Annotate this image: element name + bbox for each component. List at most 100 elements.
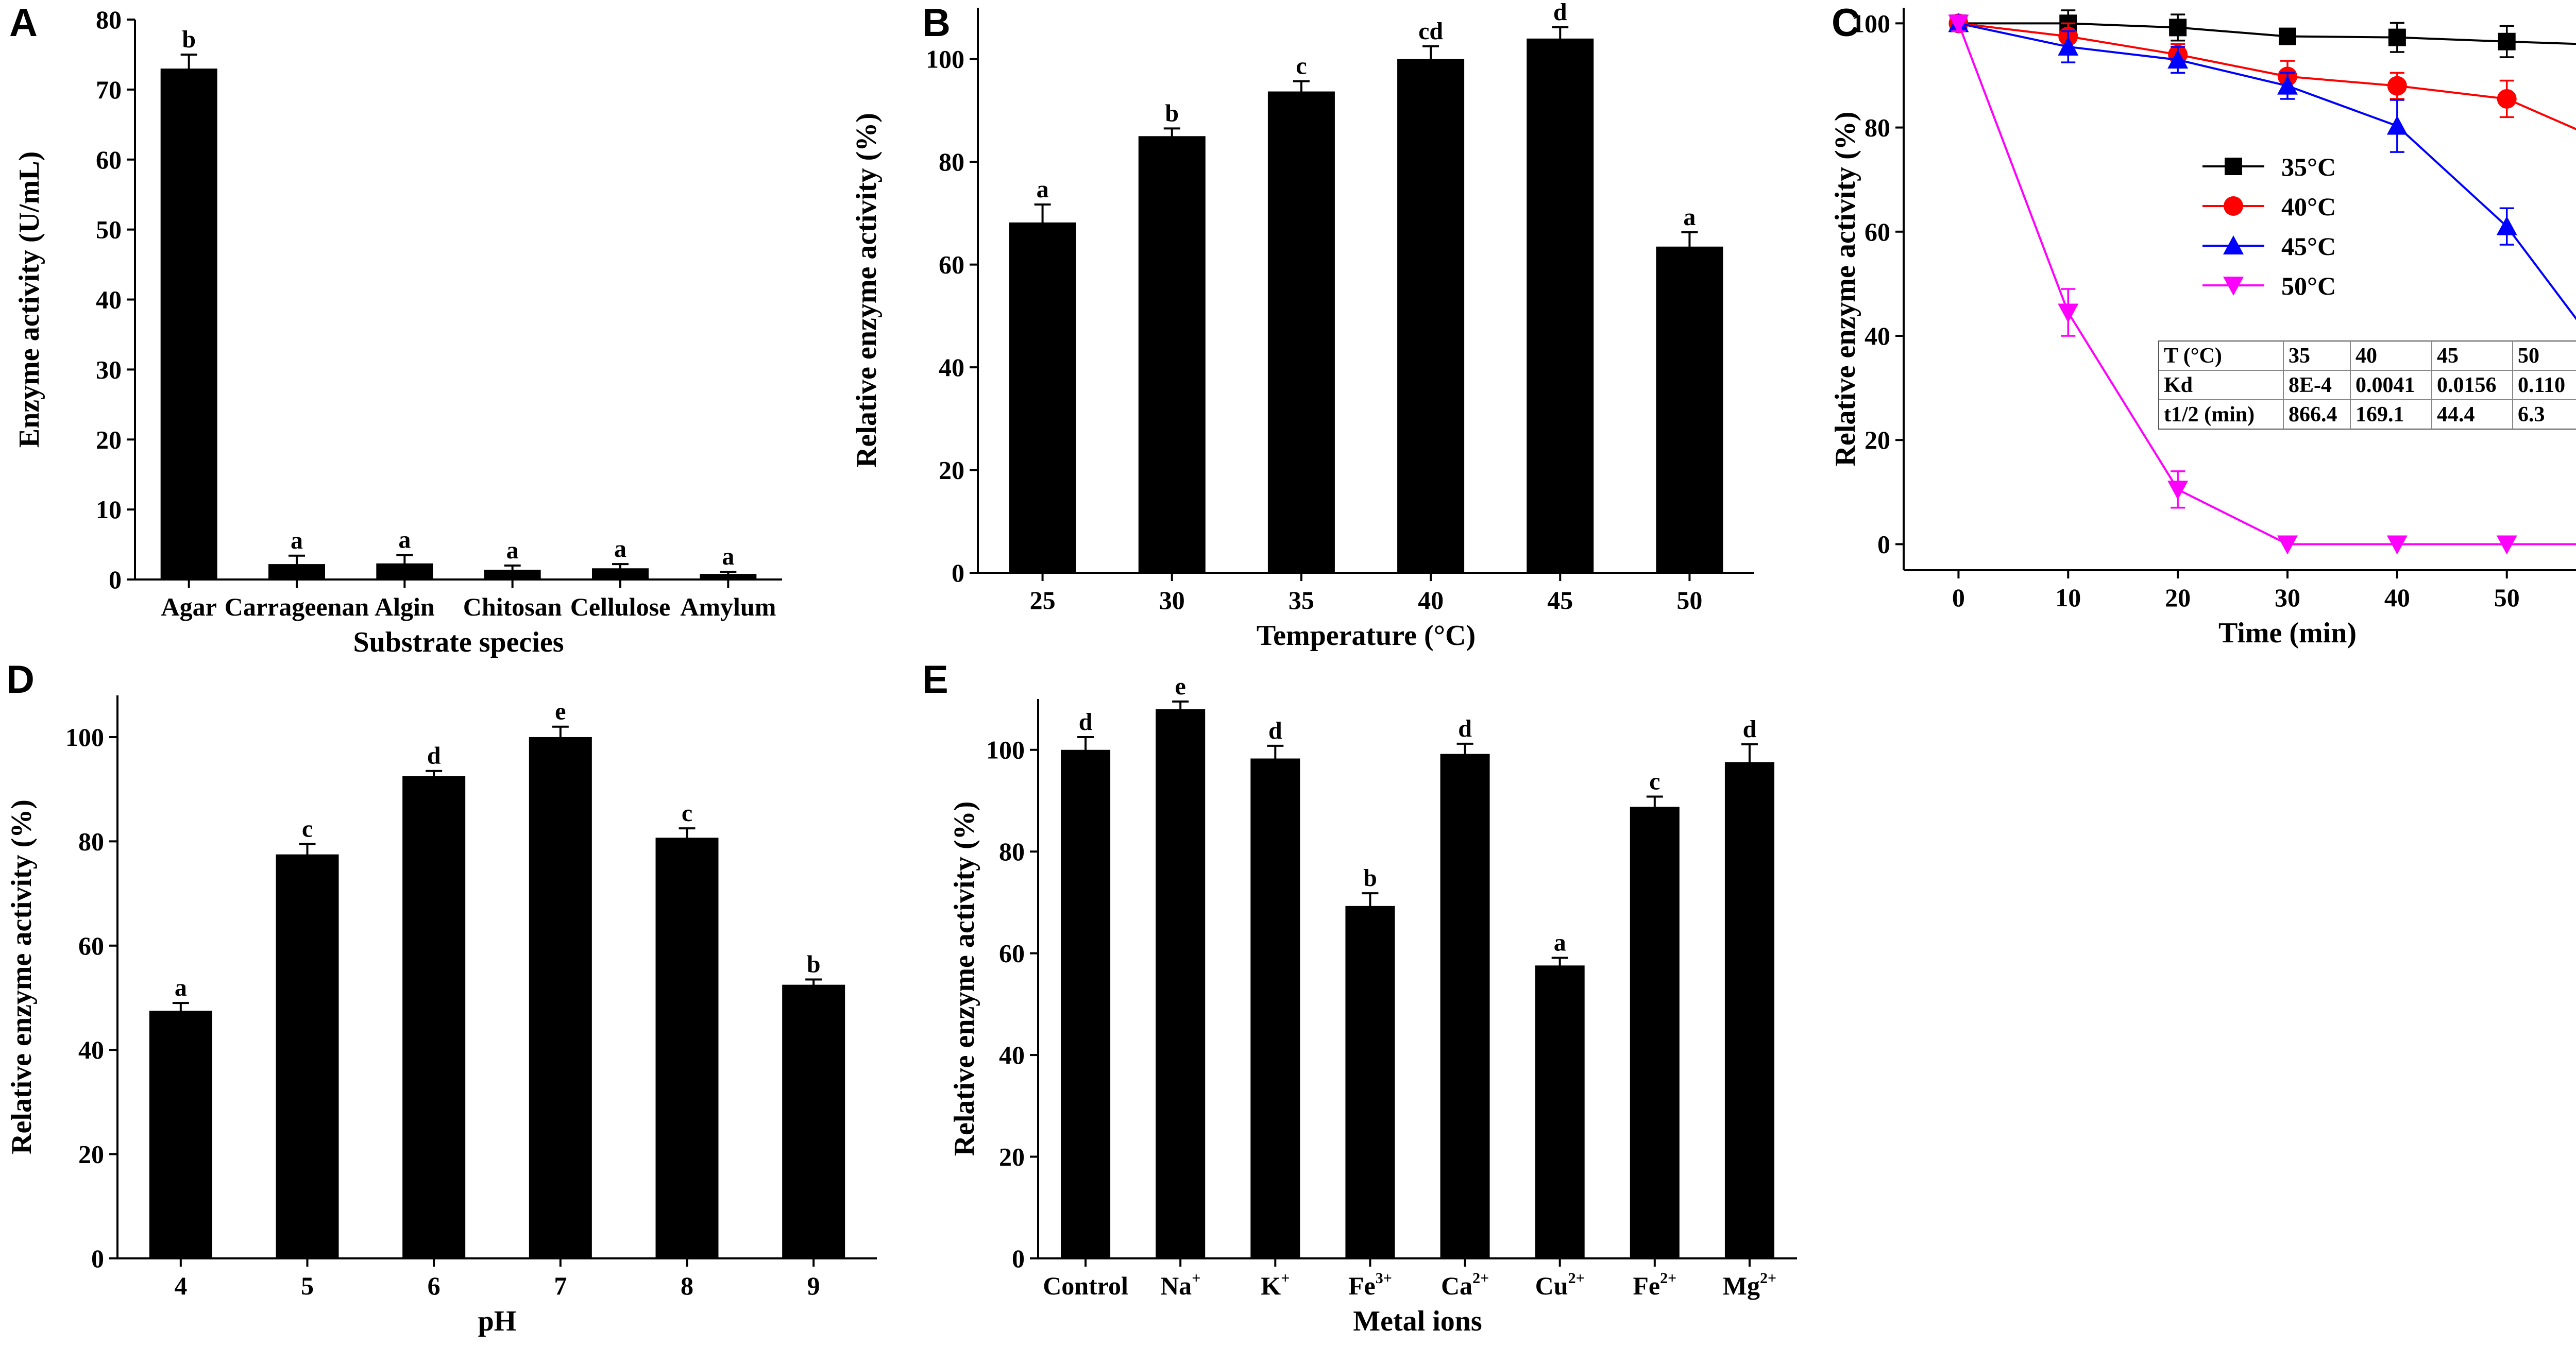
panel-D-y-tick-label: 20 (78, 1140, 104, 1169)
x-tick-label-text: Cu (1535, 1271, 1568, 1300)
bar (1345, 906, 1395, 1258)
marker-circle (2387, 76, 2407, 96)
x-tick-label-text: Ca (1441, 1271, 1472, 1300)
significance-letter: d (1553, 0, 1567, 26)
x-tick-label: Fe2+ (1633, 1270, 1676, 1300)
legend-label: 45°C (2281, 232, 2336, 261)
x-tick-label: 8 (681, 1271, 693, 1300)
series-line (1957, 23, 2576, 545)
marker-triangle-up (2386, 115, 2408, 135)
significance-letter: a (1037, 176, 1049, 203)
x-tick-label-text: Agar (161, 592, 217, 621)
x-axis-label: Time (min) (2218, 617, 2357, 649)
x-tick-label-text: K (1261, 1271, 1281, 1300)
panel-C-x-tick-label: 0 (1952, 583, 1965, 612)
x-tick-label: Chitosan (463, 592, 562, 621)
significance-letter: d (427, 742, 441, 770)
panel-C-x-tick-label: 40 (2384, 583, 2410, 612)
x-tick-label-text: 4 (174, 1271, 187, 1300)
x-axis-label: Metal ions (1353, 1305, 1482, 1337)
x-tick-label: 40 (1418, 586, 1444, 615)
panel-A-y-tick-label: 70 (96, 75, 122, 104)
bar (700, 574, 757, 579)
x-axis-label: pH (478, 1305, 517, 1337)
marker-triangle-down (2386, 535, 2408, 555)
panel-label: C (1832, 1, 1860, 45)
panel-label: D (6, 658, 35, 702)
significance-letter: d (1458, 715, 1472, 742)
table-border (2158, 340, 2576, 430)
x-tick-label-text: 40 (1418, 586, 1444, 615)
significance-letter: a (291, 527, 303, 554)
significance-letter: e (1175, 673, 1186, 700)
panel-label: E (922, 658, 948, 702)
significance-letter: b (1363, 864, 1377, 892)
x-tick-label: Mg2+ (1723, 1270, 1776, 1300)
panel-E: E020406080100dControleNa+dK+bFe3+dCa2+aC… (922, 658, 1797, 1337)
x-tick-label-text: 30 (1159, 586, 1185, 615)
panel-A-y-tick-label: 60 (96, 145, 122, 174)
x-tick-label: Agar (161, 592, 217, 621)
x-tick-label-superscript: 2+ (1760, 1270, 1776, 1287)
marker-circle (2224, 196, 2243, 216)
x-tick-label-superscript: 2+ (1660, 1270, 1676, 1287)
significance-letter: a (506, 537, 519, 564)
marker-triangle-down (2496, 535, 2517, 555)
x-tick-label-superscript: 2+ (1568, 1270, 1585, 1287)
panel-A-y-tick-label: 30 (96, 355, 122, 384)
marker-square (2225, 158, 2242, 175)
x-tick-label-text: 35 (1289, 586, 1314, 615)
bar (529, 737, 592, 1258)
panel-E-y-tick-label: 100 (986, 736, 1025, 764)
panel-B-y-tick-label: 100 (926, 45, 964, 74)
x-tick-label: Ca2+ (1441, 1270, 1489, 1300)
x-tick-label-text: 7 (554, 1271, 567, 1300)
y-axis-label: Enzyme activity (U/mL) (13, 151, 45, 448)
significance-letter: b (182, 26, 196, 53)
panel-label: B (922, 1, 951, 45)
series-45°C (1948, 13, 2576, 320)
significance-letter: c (682, 799, 692, 827)
x-tick-label: Amylum (680, 592, 776, 621)
panel-B-y-tick-label: 0 (952, 558, 964, 587)
table-cell: 0.0041 (2355, 373, 2415, 397)
x-tick-label-superscript: 3+ (1376, 1270, 1392, 1287)
x-tick-label-text: Chitosan (463, 592, 562, 621)
significance-letter: a (175, 974, 187, 1001)
panel-A-y-tick-label: 10 (96, 495, 122, 524)
significance-letter: a (398, 526, 411, 553)
significance-letter: d (1743, 715, 1757, 743)
x-tick-label-text: Na (1160, 1271, 1192, 1300)
bar (1267, 91, 1335, 573)
bar (1156, 709, 1206, 1258)
significance-letter: cd (1418, 18, 1443, 45)
marker-triangle-up (2058, 36, 2079, 56)
panel-D-y-tick-label: 100 (65, 723, 104, 752)
x-tick-label: 5 (301, 1271, 314, 1300)
x-tick-label-text: 45 (1547, 586, 1573, 615)
x-tick-label-superscript: + (1192, 1270, 1200, 1287)
significance-letter: c (1649, 768, 1660, 795)
series-line (1958, 22, 2576, 320)
x-tick-label: Control (1043, 1271, 1128, 1300)
legend-label: 35°C (2281, 152, 2336, 181)
panel-B-y-tick-label: 60 (939, 250, 964, 279)
panel-E-y-tick-label: 20 (999, 1143, 1025, 1171)
x-tick-label-text: 5 (301, 1271, 314, 1300)
x-tick-label-text: Mg (1723, 1271, 1760, 1300)
series-line (1958, 22, 2576, 130)
panel-E-y-tick-label: 60 (999, 939, 1025, 968)
panel-C-y-tick-label: 0 (1877, 530, 1890, 558)
x-tick-label: 50 (1676, 586, 1702, 615)
marker-circle (2497, 89, 2517, 109)
panel-C-x-tick-label: 50 (2494, 583, 2520, 612)
bar (149, 1011, 212, 1258)
bar (1527, 38, 1594, 573)
x-tick-label: K+ (1261, 1270, 1290, 1300)
panel-E-y-tick-label: 40 (999, 1041, 1025, 1069)
marker-square (2498, 32, 2516, 50)
table-cell: t1/2 (min) (2164, 403, 2255, 427)
panel-A-y-tick-label: 50 (96, 215, 122, 244)
table-cell: 6.3 (2518, 403, 2545, 427)
